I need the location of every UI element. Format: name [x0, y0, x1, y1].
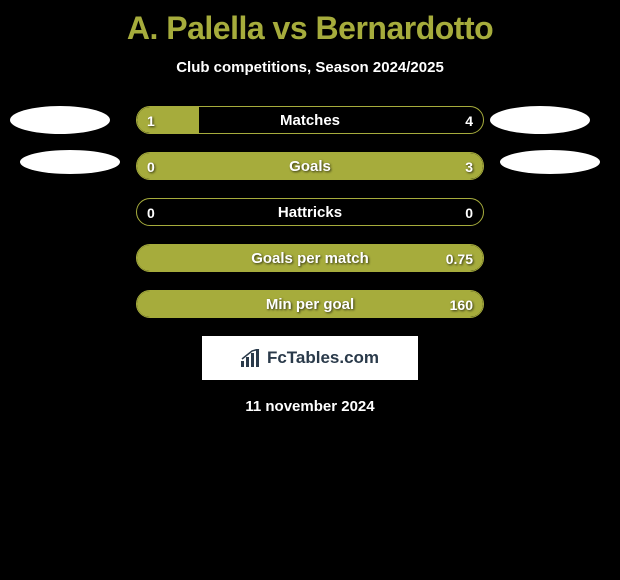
value-right: 4 [465, 107, 473, 134]
row-label: Hattricks [137, 199, 483, 226]
value-right: 0.75 [446, 245, 473, 272]
row-label: Matches [137, 107, 483, 134]
value-right: 0 [465, 199, 473, 226]
player1-logo-bottom [20, 150, 120, 174]
date-text: 11 november 2024 [0, 398, 620, 415]
chart-icon [241, 349, 263, 367]
stat-row: 0Hattricks0 [136, 198, 484, 226]
value-right: 160 [450, 291, 473, 318]
stat-rows: 1Matches40Goals30Hattricks0Goals per mat… [136, 106, 484, 318]
stat-row: Goals per match0.75 [136, 244, 484, 272]
stat-row: 0Goals3 [136, 152, 484, 180]
row-label: Min per goal [137, 291, 483, 318]
comparison-content: 1Matches40Goals30Hattricks0Goals per mat… [0, 106, 620, 415]
stat-row: 1Matches4 [136, 106, 484, 134]
branding-text: FcTables.com [267, 348, 379, 368]
page-title: A. Palella vs Bernardotto [0, 0, 620, 47]
value-right: 3 [465, 153, 473, 180]
row-label: Goals per match [137, 245, 483, 272]
branding-box: FcTables.com [202, 336, 418, 380]
stat-row: Min per goal160 [136, 290, 484, 318]
player2-logo-top [490, 106, 590, 134]
player1-logo-top [10, 106, 110, 134]
player2-logo-bottom [500, 150, 600, 174]
row-label: Goals [137, 153, 483, 180]
subtitle: Club competitions, Season 2024/2025 [0, 59, 620, 76]
